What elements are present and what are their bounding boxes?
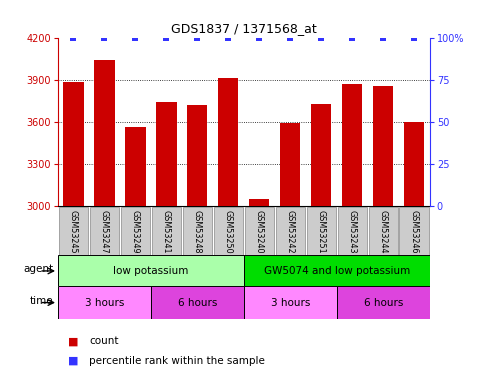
Text: GSM53249: GSM53249 [131, 210, 140, 254]
Text: GSM53242: GSM53242 [286, 210, 295, 254]
Text: low potassium: low potassium [113, 266, 189, 276]
Point [163, 34, 170, 40]
Point [100, 34, 108, 40]
FancyBboxPatch shape [58, 207, 88, 255]
FancyBboxPatch shape [213, 207, 243, 255]
FancyBboxPatch shape [338, 207, 367, 255]
Text: GSM53241: GSM53241 [162, 210, 171, 254]
FancyBboxPatch shape [275, 207, 305, 255]
Bar [187, 105, 208, 206]
Bar [404, 122, 425, 206]
Text: GSM53248: GSM53248 [193, 210, 202, 254]
Bar [280, 123, 300, 206]
FancyBboxPatch shape [183, 207, 213, 255]
Text: GSM53251: GSM53251 [317, 210, 326, 254]
Point [131, 34, 139, 40]
Bar [244, 286, 337, 319]
Point [286, 34, 294, 40]
Text: GW5074 and low potassium: GW5074 and low potassium [264, 266, 410, 276]
Text: GSM53246: GSM53246 [410, 210, 419, 254]
Text: GSM53243: GSM53243 [348, 210, 357, 254]
Text: GSM53250: GSM53250 [224, 210, 233, 254]
Text: ■: ■ [68, 356, 78, 366]
Text: time: time [29, 296, 53, 306]
Point [256, 34, 263, 40]
Text: 6 hours: 6 hours [364, 298, 403, 307]
FancyBboxPatch shape [89, 207, 119, 255]
Bar [249, 199, 270, 206]
Text: GSM53244: GSM53244 [379, 210, 388, 254]
Text: GSM53245: GSM53245 [69, 210, 78, 254]
Point [380, 34, 387, 40]
Point [194, 34, 201, 40]
Text: 3 hours: 3 hours [85, 298, 124, 307]
Bar [337, 286, 430, 319]
Text: ■: ■ [68, 336, 78, 346]
FancyBboxPatch shape [399, 207, 429, 255]
Text: percentile rank within the sample: percentile rank within the sample [89, 356, 265, 366]
Text: agent: agent [23, 264, 53, 274]
FancyBboxPatch shape [121, 207, 150, 255]
Bar [151, 286, 244, 319]
Text: 3 hours: 3 hours [270, 298, 310, 307]
Bar [58, 255, 244, 286]
Text: 6 hours: 6 hours [178, 298, 217, 307]
FancyBboxPatch shape [369, 207, 398, 255]
Bar [244, 255, 430, 286]
Bar [156, 102, 176, 206]
Text: GSM53240: GSM53240 [255, 210, 264, 254]
FancyBboxPatch shape [152, 207, 181, 255]
Point [349, 34, 356, 40]
Bar [94, 60, 114, 206]
Bar [312, 104, 331, 206]
Bar [126, 128, 145, 206]
Point [411, 34, 418, 40]
Point [317, 34, 325, 40]
FancyBboxPatch shape [244, 207, 274, 255]
FancyBboxPatch shape [307, 207, 336, 255]
Point [70, 34, 77, 40]
Bar [218, 78, 239, 206]
Bar [342, 84, 362, 206]
Title: GDS1837 / 1371568_at: GDS1837 / 1371568_at [171, 22, 317, 35]
Text: GSM53247: GSM53247 [100, 210, 109, 254]
Bar [373, 86, 394, 206]
Point [225, 34, 232, 40]
Text: count: count [89, 336, 119, 346]
Bar [58, 286, 151, 319]
Bar [63, 82, 84, 206]
